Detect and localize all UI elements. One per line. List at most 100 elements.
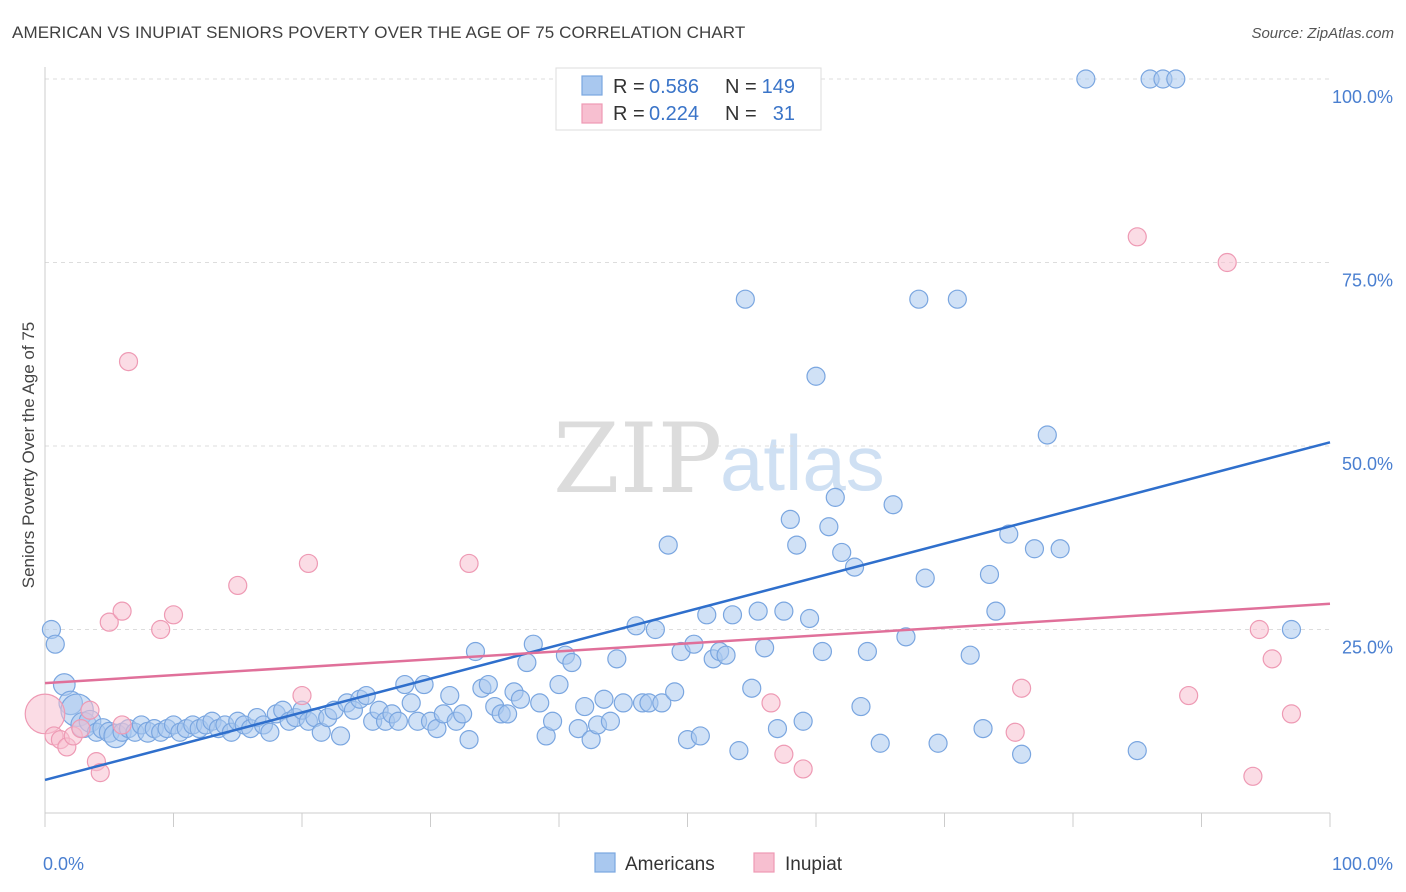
x-tick-label-1: 100.0% [1332, 854, 1393, 874]
inupiat-point-29 [1262, 649, 1282, 669]
american-point-89 [613, 693, 633, 713]
american-point-100 [690, 726, 710, 746]
american-point-104 [716, 645, 736, 665]
inupiat-point-17 [298, 553, 319, 574]
american-point-71 [498, 704, 518, 724]
american-point-81 [562, 652, 582, 673]
american-point-83 [575, 696, 595, 717]
legend: Americans Inupiat [594, 852, 843, 875]
inupiat-point-9 [99, 612, 119, 632]
american-point-45 [330, 726, 351, 746]
american-point-64 [453, 704, 473, 724]
trend-lines [44, 441, 1331, 782]
american-point-115 [793, 711, 813, 731]
americans-trend-line [44, 441, 1331, 782]
chart-title: AMERICAN VS INUPIAT SENIORS POVERTY OVER… [12, 23, 746, 42]
american-point-87 [600, 711, 621, 731]
american-point-118 [812, 641, 833, 662]
american-point-62 [440, 685, 460, 706]
american-point-133 [973, 718, 993, 739]
american-point-105 [722, 605, 743, 625]
watermark-atlas: atlas [720, 419, 885, 507]
inupiat-n-label: N = [725, 103, 757, 125]
american-point-1 [45, 634, 65, 654]
american-point-141 [1076, 69, 1096, 89]
american-point-68 [478, 674, 498, 695]
y-tick-labels: 100.0% 75.0% 50.0% 25.0% [1332, 87, 1393, 658]
american-point-128 [909, 289, 929, 309]
american-point-132 [960, 645, 980, 665]
inupiat-point-26 [1217, 252, 1237, 273]
inupiat-trend-line [44, 602, 1331, 685]
american-point-145 [1166, 69, 1186, 89]
inupiat-point-16 [292, 685, 312, 706]
inupiat-r-label: R = [613, 103, 645, 125]
american-point-119 [819, 517, 839, 537]
inupiat-points [24, 227, 1302, 786]
american-point-127 [896, 627, 916, 647]
american-point-108 [742, 678, 762, 698]
americans-r-value: 0.586 [649, 76, 699, 98]
y-tick-label-3: 25.0% [1342, 638, 1393, 658]
american-point-93 [645, 619, 665, 640]
watermark-zip: ZIP [553, 403, 722, 515]
inupiat-point-6 [80, 700, 100, 720]
inupiat-point-12 [118, 351, 139, 372]
american-point-73 [510, 689, 531, 709]
american-point-130 [928, 733, 948, 753]
inupiat-point-5 [71, 718, 91, 739]
american-point-76 [530, 693, 550, 713]
american-point-137 [1011, 744, 1032, 764]
american-point-117 [806, 366, 826, 386]
american-point-110 [754, 638, 775, 658]
inupiat-r-value: 0.224 [649, 103, 699, 125]
inupiat-point-11 [112, 715, 132, 735]
legend-inupiat-label: Inupiat [785, 854, 843, 875]
american-point-116 [799, 608, 820, 629]
american-point-125 [870, 733, 890, 753]
american-point-109 [748, 601, 768, 621]
american-point-82 [568, 718, 588, 739]
y-axis-label: Seniors Poverty Over the Age of 75 [19, 322, 38, 588]
americans-swatch [581, 75, 603, 96]
watermark: ZIP atlas [553, 403, 885, 515]
y-tick-label-0: 100.0% [1332, 87, 1393, 107]
inupiat-point-19 [761, 693, 781, 713]
american-point-112 [774, 601, 794, 621]
chart-source: Source: ZipAtlas.com [1251, 25, 1394, 42]
american-point-78 [542, 711, 563, 731]
y-tick-label-1: 75.0% [1342, 271, 1393, 291]
american-point-107 [735, 289, 755, 309]
american-point-120 [825, 487, 845, 507]
inupiat-point-21 [793, 759, 813, 779]
americans-n-value: 149 [762, 76, 795, 98]
inupiat-point-8 [90, 763, 110, 783]
american-point-56 [401, 693, 421, 713]
inupiat-point-28 [1249, 619, 1269, 640]
american-point-111 [767, 718, 788, 739]
american-point-113 [780, 509, 800, 530]
american-point-142 [1127, 741, 1147, 761]
american-point-134 [979, 564, 1000, 585]
americans-n-label: N = [725, 76, 757, 98]
x-tick-labels: 0.0% 100.0% [43, 854, 1393, 874]
american-point-106 [729, 741, 749, 761]
american-point-138 [1024, 539, 1045, 559]
inupiat-point-22 [1005, 722, 1025, 742]
american-point-65 [459, 729, 479, 750]
inupiat-point-20 [774, 744, 794, 764]
inupiat-point-13 [151, 619, 171, 640]
american-point-86 [594, 689, 614, 709]
inupiat-point-10 [112, 601, 132, 621]
y-tick-label-2: 50.0% [1342, 454, 1393, 474]
inupiat-point-14 [163, 605, 184, 625]
american-point-124 [857, 641, 878, 662]
legend-americans-swatch [594, 852, 616, 873]
american-point-131 [947, 289, 967, 309]
american-point-140 [1050, 539, 1070, 559]
inupiat-point-18 [459, 553, 479, 574]
axes [44, 67, 1331, 827]
american-point-146 [1281, 619, 1302, 640]
inupiat-point-30 [1281, 704, 1302, 724]
